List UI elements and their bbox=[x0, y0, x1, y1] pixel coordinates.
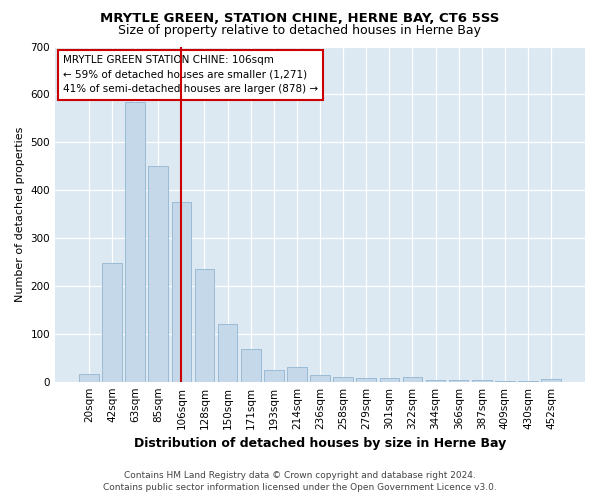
Bar bbox=[102, 264, 122, 382]
Text: MRYTLE GREEN STATION CHINE: 106sqm
← 59% of detached houses are smaller (1,271)
: MRYTLE GREEN STATION CHINE: 106sqm ← 59%… bbox=[63, 55, 318, 94]
Bar bbox=[310, 376, 330, 382]
Bar bbox=[541, 380, 561, 382]
Text: Size of property relative to detached houses in Herne Bay: Size of property relative to detached ho… bbox=[119, 24, 482, 37]
Bar bbox=[356, 378, 376, 382]
Text: MRYTLE GREEN, STATION CHINE, HERNE BAY, CT6 5SS: MRYTLE GREEN, STATION CHINE, HERNE BAY, … bbox=[100, 12, 500, 26]
Bar bbox=[403, 377, 422, 382]
Bar bbox=[125, 102, 145, 382]
Bar bbox=[449, 380, 469, 382]
Bar bbox=[380, 378, 399, 382]
Bar bbox=[148, 166, 168, 382]
Bar bbox=[218, 324, 238, 382]
Bar bbox=[426, 380, 445, 382]
Bar bbox=[79, 374, 99, 382]
Bar bbox=[334, 377, 353, 382]
Bar bbox=[194, 269, 214, 382]
Y-axis label: Number of detached properties: Number of detached properties bbox=[15, 126, 25, 302]
Bar bbox=[241, 349, 260, 382]
Bar bbox=[287, 368, 307, 382]
Bar bbox=[172, 202, 191, 382]
Bar bbox=[472, 380, 491, 382]
Text: Contains HM Land Registry data © Crown copyright and database right 2024.
Contai: Contains HM Land Registry data © Crown c… bbox=[103, 471, 497, 492]
X-axis label: Distribution of detached houses by size in Herne Bay: Distribution of detached houses by size … bbox=[134, 437, 506, 450]
Bar bbox=[264, 370, 284, 382]
